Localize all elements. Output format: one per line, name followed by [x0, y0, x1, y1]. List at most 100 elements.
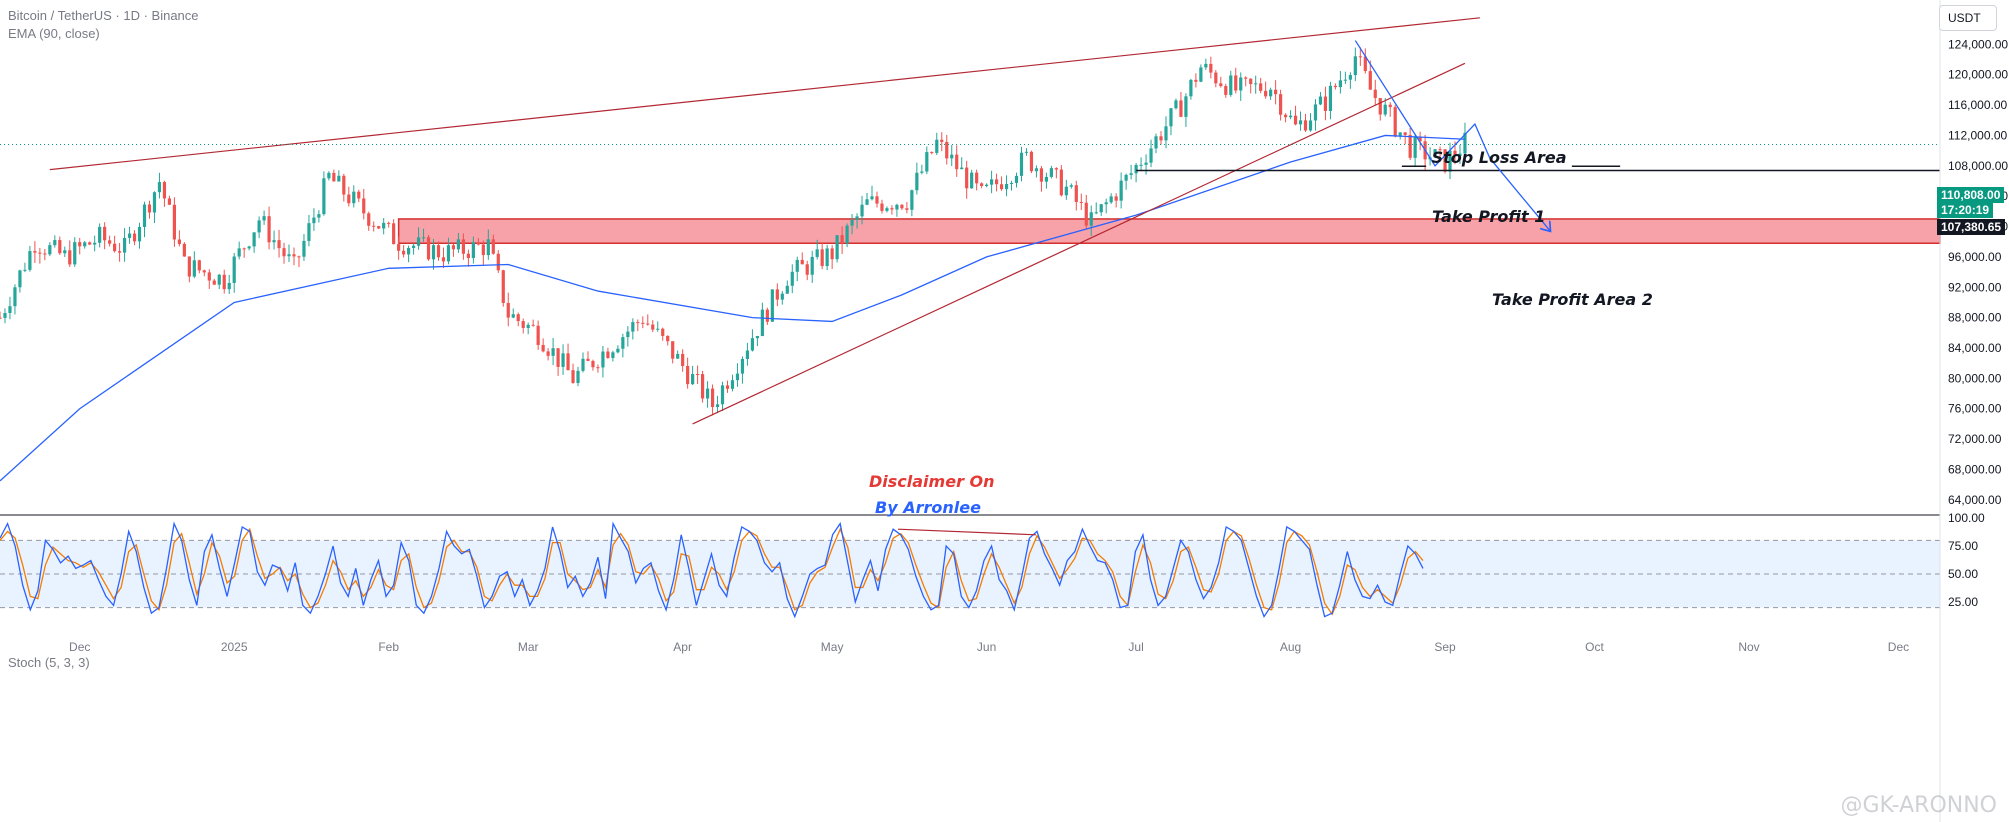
candle-body [1283, 114, 1288, 118]
candle-body [561, 353, 565, 367]
candle-body [1398, 132, 1402, 136]
candle-body [1169, 108, 1173, 127]
candle-body [1343, 79, 1347, 81]
currency-button[interactable]: USDT [1939, 5, 1997, 31]
candle-body [621, 337, 625, 349]
candle-body [989, 179, 994, 185]
stoch-divergence-line [897, 528, 1037, 536]
candle-body [546, 351, 550, 356]
candle-body [1388, 104, 1392, 108]
candle-body [476, 242, 480, 245]
disclaimer-label: Disclaimer On [869, 472, 995, 491]
candle-body [556, 348, 560, 367]
candle-body [735, 373, 740, 381]
candle-body [825, 248, 829, 267]
take-profit-2-label: Take Profit Area 2 [1492, 290, 1653, 309]
candle-body [73, 242, 77, 265]
candle-body [287, 254, 291, 257]
candle-body [611, 352, 615, 358]
candle-body [1264, 90, 1268, 97]
candle-body [108, 240, 112, 244]
candle-body [571, 370, 575, 383]
candle-body [1393, 107, 1397, 136]
candle-body [1099, 204, 1103, 213]
candle-body [1278, 94, 1283, 115]
candle-body [576, 370, 580, 383]
candle-body [994, 179, 999, 185]
candle-body [411, 245, 416, 249]
candle-body [696, 374, 700, 376]
candle-body [43, 253, 47, 255]
candle-body [601, 351, 605, 368]
candle-body [1328, 85, 1333, 111]
candle-body [1189, 79, 1193, 97]
candle-body [720, 385, 725, 405]
x-tick-label: Dec [69, 640, 90, 654]
candle-body [1448, 150, 1452, 172]
candle-body [1074, 185, 1078, 203]
candle-body [999, 184, 1004, 190]
candle-body [1254, 83, 1258, 85]
candle-body [1269, 89, 1273, 97]
candle-body [1184, 96, 1188, 117]
candle-body [1318, 96, 1323, 105]
y-tick-label: 116,000.00 [1948, 98, 2007, 112]
ema-legend: EMA (90, close) [8, 26, 100, 41]
candle-body [127, 233, 132, 238]
candle-body [780, 293, 784, 300]
candle-body [865, 199, 869, 205]
candle-body [272, 240, 276, 243]
candle-body [651, 324, 655, 330]
y-tick-label: 112,000.00 [1948, 128, 2007, 142]
candle-body [616, 348, 620, 353]
candle-body [33, 251, 37, 253]
candle-body [421, 237, 426, 239]
candle-body [1224, 86, 1228, 95]
candle-body [28, 251, 32, 270]
candle-body [157, 182, 162, 193]
candle-body [78, 242, 82, 247]
candle-body [461, 239, 466, 254]
candle-body [1049, 168, 1053, 177]
candle-body [805, 264, 809, 275]
x-tick-label: Jul [1128, 640, 1143, 654]
candle-body [521, 321, 525, 328]
candle-body [905, 208, 909, 210]
current-price-badge: 110,808.00 [1937, 187, 2005, 203]
candle-body [122, 237, 127, 253]
candle-body [700, 374, 705, 399]
candle-body [103, 226, 107, 241]
candles [0, 47, 1467, 416]
y-tick-label: 92,000.00 [1948, 280, 2002, 294]
candle-body [1443, 149, 1447, 172]
stochastic-panel: 25.00 50.00 75.00 100.00 [0, 511, 1985, 619]
candle-body [1069, 185, 1073, 187]
candle-body [1044, 176, 1049, 182]
candle-body [496, 253, 500, 271]
candle-body [317, 214, 321, 218]
y-tick-label: 124,000.00 [1948, 37, 2008, 51]
candle-body [1234, 75, 1238, 91]
candle-body [880, 203, 884, 211]
candle-body [267, 216, 271, 243]
candle-body [1064, 186, 1068, 196]
candle-body [207, 272, 211, 281]
candle-body [536, 325, 540, 345]
candle-body [441, 257, 446, 262]
candle-body [242, 248, 246, 250]
price-levels [0, 144, 1940, 172]
candle-body [113, 243, 117, 252]
candle-body [58, 240, 62, 254]
candle-body [955, 154, 959, 170]
candle-body [1024, 151, 1029, 153]
candle-body [1019, 152, 1024, 176]
candle-body [661, 328, 665, 336]
candle-body [541, 344, 545, 352]
candle-body [710, 388, 715, 408]
candle-body [362, 198, 366, 214]
candle-body [297, 256, 301, 258]
candle-body [1259, 83, 1263, 91]
candle-body [686, 365, 690, 385]
candle-body [416, 237, 421, 246]
